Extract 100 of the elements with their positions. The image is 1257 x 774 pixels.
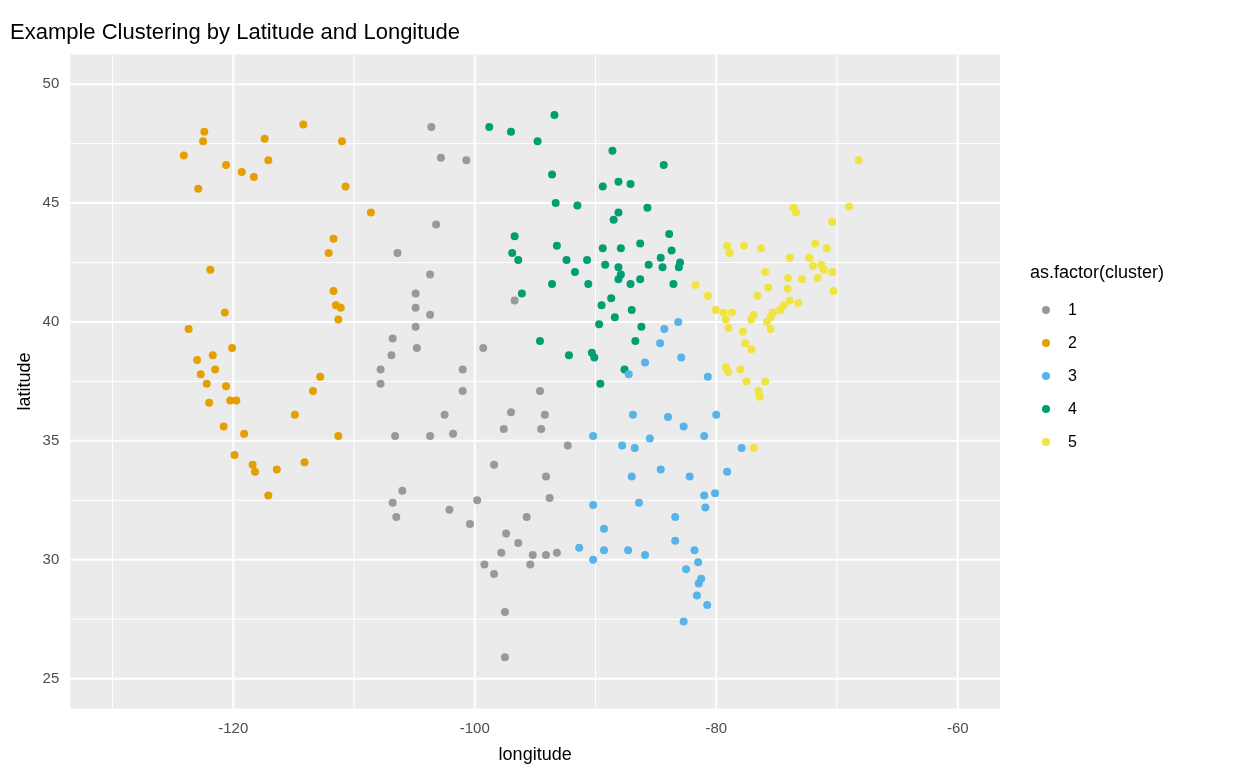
point [264,491,273,500]
point [391,432,400,441]
point [703,372,712,381]
point [193,356,202,364]
point [540,410,549,419]
point [723,241,732,250]
point [669,279,678,288]
point [392,512,401,521]
point [535,386,544,395]
point [200,127,209,136]
point [308,386,317,395]
point [626,180,635,189]
point [724,367,733,376]
point [334,315,343,324]
point [608,146,617,155]
point [660,325,669,334]
point [711,489,720,498]
point [336,303,345,312]
point [458,386,467,395]
x-tick-label: -80 [705,718,728,736]
point [641,551,650,560]
point [644,260,653,269]
point [497,548,506,557]
point [449,429,458,438]
y-tick-label: 30 [42,549,60,567]
point [845,202,854,211]
point [791,208,800,217]
point [550,111,559,120]
point [499,424,508,433]
point [272,465,281,474]
point [822,244,831,253]
point [794,298,803,307]
point [316,372,325,381]
point [473,496,482,505]
point [240,429,249,438]
point [624,546,633,555]
point [677,353,686,362]
point [636,239,645,248]
point [502,529,511,538]
point [440,410,449,419]
point [742,377,751,386]
point [522,512,531,521]
point [630,443,639,452]
point [545,493,554,502]
point [719,308,728,317]
point [563,441,572,450]
point [194,184,203,193]
y-axis-title: latitude [13,352,34,411]
point [260,134,269,143]
point [637,322,646,331]
point [334,432,343,441]
point [490,460,499,469]
point [237,168,246,177]
point [228,344,237,353]
point [248,460,257,469]
point [341,182,350,191]
point [411,303,420,312]
point [426,270,435,279]
point [674,317,683,326]
point [551,199,560,208]
x-tick-label: -60 [946,718,969,736]
point [749,443,758,452]
point [598,182,607,191]
point [208,351,217,360]
point [783,284,792,293]
point [506,408,515,417]
point [805,253,814,262]
point [596,379,605,388]
point [643,203,652,212]
point [548,279,557,288]
point [829,287,838,296]
x-tick-label: -120 [218,718,249,736]
point [679,422,688,431]
point [376,379,385,388]
point [785,296,794,305]
point [764,283,773,292]
point [761,377,770,386]
point [211,365,220,374]
point [205,398,214,407]
point [583,256,592,265]
point [656,339,665,348]
point [573,201,582,210]
y-tick-label: 35 [42,431,60,448]
point [597,301,606,310]
point [570,268,579,276]
point [528,551,537,560]
point [329,234,338,243]
point [694,558,703,567]
point [736,365,745,374]
legend-title: as.factor(cluster) [1030,262,1165,283]
point [627,306,636,315]
point [300,458,309,467]
point [537,424,546,433]
point [436,153,445,162]
point [432,220,441,229]
point [510,232,519,241]
point [206,265,215,274]
point [701,503,710,512]
point [264,156,273,165]
legend-label: 3 [1068,366,1077,385]
